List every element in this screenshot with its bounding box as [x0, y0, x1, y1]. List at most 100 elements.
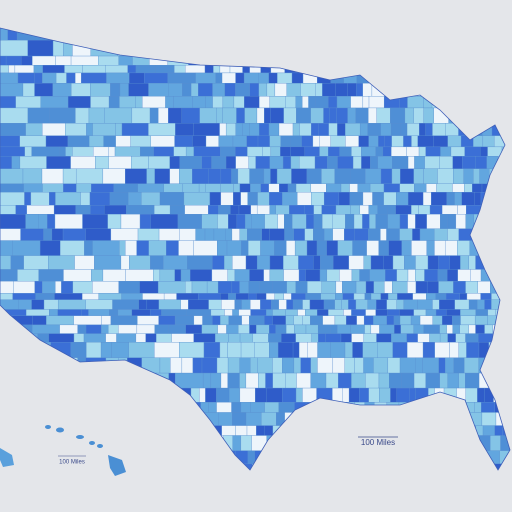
county: [109, 309, 119, 316]
county: [180, 269, 191, 282]
county: [342, 293, 355, 300]
county: [313, 255, 321, 270]
county: [439, 156, 454, 169]
county: [27, 107, 50, 124]
county: [256, 107, 265, 124]
county: [245, 412, 262, 426]
county: [222, 107, 237, 124]
county: [257, 135, 270, 148]
county: [212, 96, 224, 109]
county: [0, 107, 29, 124]
county: [455, 214, 466, 229]
county: [465, 333, 479, 343]
county: [376, 333, 392, 343]
county: [98, 55, 119, 66]
county: [130, 135, 151, 148]
county: [454, 192, 462, 206]
county: [302, 96, 309, 109]
county: [239, 333, 253, 343]
county: [327, 156, 338, 169]
county: [338, 372, 352, 389]
county: [131, 107, 151, 124]
county: [226, 240, 242, 256]
county: [391, 333, 407, 343]
county: [90, 83, 111, 97]
county: [355, 299, 368, 310]
county: [255, 156, 270, 169]
county: [399, 228, 413, 241]
county: [211, 269, 228, 282]
county: [386, 228, 400, 241]
county: [228, 293, 237, 300]
county: [146, 168, 155, 184]
county: [457, 269, 471, 282]
county: [239, 357, 251, 374]
county: [332, 357, 345, 374]
county: [362, 83, 373, 97]
county: [23, 255, 49, 270]
county: [452, 315, 461, 326]
county: [364, 293, 372, 300]
county: [269, 96, 286, 109]
county: [131, 309, 151, 316]
county: [54, 293, 83, 300]
county: [118, 281, 140, 294]
county: [41, 168, 64, 184]
county: [240, 402, 251, 413]
county: [232, 135, 247, 148]
county: [353, 293, 366, 300]
county: [434, 240, 446, 256]
county: [333, 255, 350, 270]
county: [449, 255, 461, 270]
county: [270, 146, 281, 157]
county: [186, 309, 212, 316]
county: [294, 240, 308, 256]
county: [213, 228, 226, 241]
county: [302, 315, 311, 326]
county: [34, 72, 43, 84]
county: [274, 83, 287, 97]
county: [272, 357, 283, 374]
county: [75, 107, 90, 124]
county: [233, 96, 245, 109]
county: [312, 135, 320, 148]
county: [103, 135, 116, 148]
county: [407, 281, 417, 294]
county: [82, 214, 108, 229]
county: [48, 255, 75, 270]
county: [276, 168, 292, 184]
county: [484, 324, 493, 334]
county: [304, 146, 320, 157]
county: [205, 96, 213, 109]
county: [176, 293, 199, 300]
county: [487, 309, 496, 316]
county: [362, 192, 373, 206]
county: [396, 387, 410, 403]
county: [320, 255, 334, 270]
county: [205, 387, 217, 403]
county: [188, 299, 209, 310]
county: [464, 183, 473, 193]
county: [35, 293, 55, 300]
county: [179, 168, 193, 184]
county: [239, 387, 256, 403]
county: [91, 269, 104, 282]
county: [321, 205, 337, 215]
county: [174, 135, 193, 148]
county: [348, 299, 357, 310]
county: [70, 156, 96, 169]
county: [216, 107, 223, 124]
county: [250, 205, 258, 215]
county: [180, 299, 189, 310]
county: [319, 269, 328, 282]
county: [317, 357, 334, 374]
county: [125, 240, 137, 256]
county: [482, 425, 495, 436]
county: [335, 293, 343, 300]
county: [326, 240, 338, 256]
county: [0, 240, 13, 256]
county: [221, 299, 235, 310]
county: [376, 107, 391, 124]
county: [298, 269, 306, 282]
county: [203, 342, 221, 358]
